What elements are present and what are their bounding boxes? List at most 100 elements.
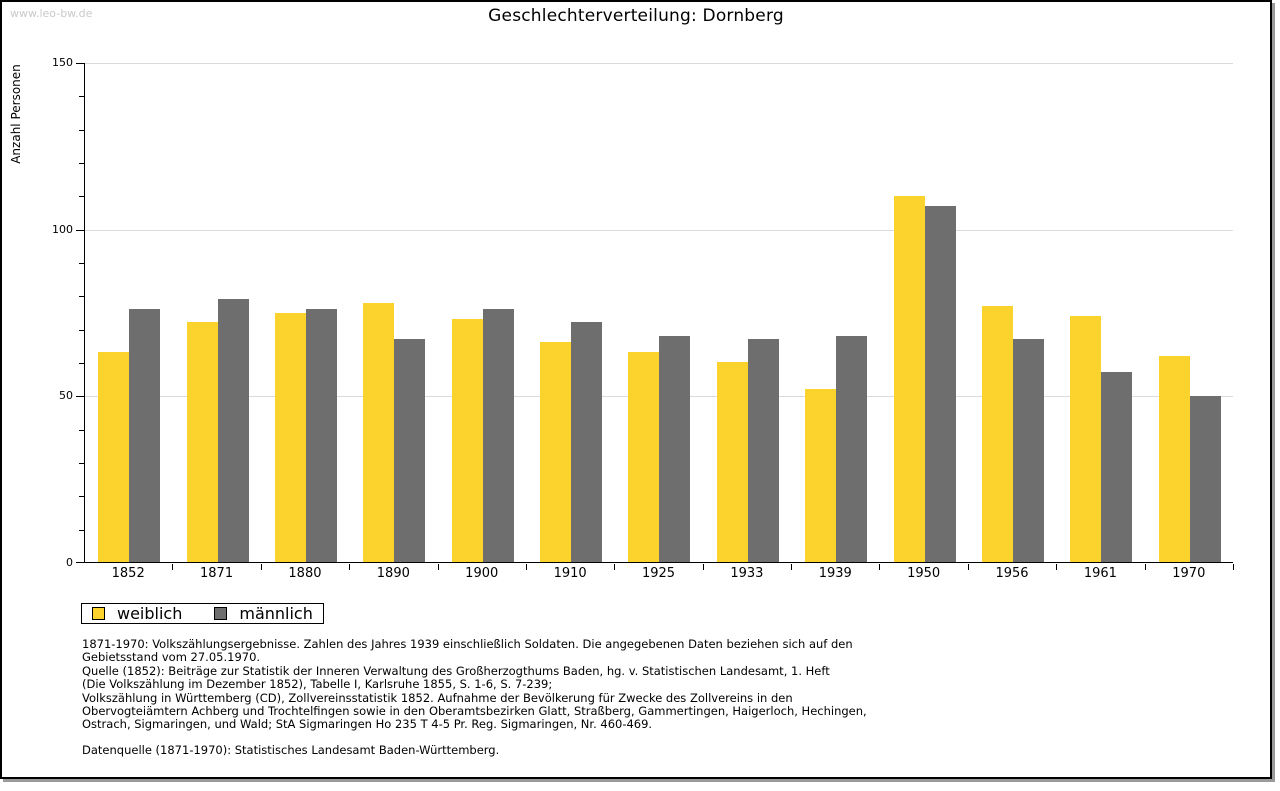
x-tick-1852: [172, 564, 174, 570]
bar-group-1880: [262, 63, 350, 562]
y-axis-title: Anzahl Personen: [9, 64, 23, 164]
x-tick-label-1880: 1880: [288, 566, 322, 581]
x-tick-1910: [614, 564, 616, 570]
x-tick-label-1939: 1939: [818, 566, 852, 581]
watermark-text: www.leo-bw.de: [10, 7, 93, 20]
legend-item-weiblich: weiblich: [92, 604, 182, 623]
bar-group-1910: [527, 63, 615, 562]
bar-group-1890: [350, 63, 438, 562]
x-tick-label-1970: 1970: [1172, 566, 1206, 581]
y-tick-minor-20: [79, 496, 85, 498]
bar-weiblich-1871: [186, 322, 218, 562]
legend-label-maennlich: männlich: [239, 604, 313, 623]
x-tick-1933: [791, 564, 793, 570]
y-tick-minor-30: [79, 463, 85, 464]
x-tick-label-1910: 1910: [553, 566, 587, 581]
plot-area: 0 50 100 150: [52, 56, 1234, 570]
x-tick-label-1852: 1852: [111, 566, 145, 581]
bar-group-1956: [969, 63, 1057, 562]
y-tick-minor-90: [79, 263, 85, 264]
bar-weiblich-1890: [363, 302, 395, 562]
bar-weiblich-1900: [451, 319, 483, 562]
bar-group-1950: [880, 63, 968, 562]
y-tick-minor-40: [79, 429, 85, 431]
x-tick-label-1890: 1890: [376, 566, 410, 581]
bar-group-1852: [85, 63, 173, 562]
bar-männlich-1933: [747, 339, 779, 562]
chart-title: Geschlechterverteilung: Dornberg: [488, 6, 784, 26]
bar-männlich-1852: [129, 309, 161, 562]
x-tick-label-1933: 1933: [730, 566, 764, 581]
footnote-line: Volkszählung in Württemberg (CD), Zollve…: [82, 690, 793, 705]
footnote-line: Gebietsstand vom 27.05.1970.: [82, 650, 261, 665]
y-tick-label-100: 100: [52, 222, 73, 236]
x-tick-1925: [702, 564, 704, 570]
x-tick-label-1950: 1950: [907, 566, 941, 581]
y-tick-minor-80: [79, 296, 85, 298]
bar-group-1900: [439, 63, 527, 562]
bar-group-1961: [1057, 63, 1145, 562]
x-tick-label-1900: 1900: [465, 566, 499, 581]
gridline-150: [85, 63, 1233, 64]
bar-group-1970: [1146, 63, 1234, 562]
x-tick-1880: [349, 564, 351, 570]
y-tick-label-50: 50: [59, 389, 73, 403]
bar-männlich-1871: [217, 299, 249, 562]
bar-männlich-1890: [394, 339, 426, 562]
x-tick-label-1871: 1871: [200, 566, 234, 581]
bar-group-1925: [615, 63, 703, 562]
bar-weiblich-1933: [716, 362, 748, 562]
bar-weiblich-1939: [805, 389, 837, 562]
y-tick-major-0: [76, 562, 85, 563]
legend-swatch-weiblich: [92, 607, 105, 620]
bar-group-1871: [173, 63, 261, 562]
legend: weiblich männlich: [81, 603, 324, 624]
x-tick-label-1925: 1925: [641, 566, 676, 581]
bar-männlich-1880: [305, 309, 337, 562]
footnote-datasource: Datenquelle (1871-1970): Statistisches L…: [82, 742, 500, 757]
bar-männlich-1939: [836, 335, 868, 562]
y-tick-minor-130: [79, 129, 85, 131]
x-tick-1970: [1233, 564, 1234, 570]
bar-weiblich-1852: [98, 352, 130, 562]
x-tick-label-1956: 1956: [995, 566, 1029, 581]
y-tick-label-0: 0: [66, 556, 73, 569]
x-tick-1961: [1144, 564, 1146, 570]
x-tick-1950: [967, 564, 969, 570]
bar-männlich-1950: [924, 206, 956, 562]
bar-weiblich-1925: [628, 352, 660, 562]
y-tick-major-150: [76, 63, 85, 64]
bar-männlich-1900: [482, 309, 514, 562]
x-axis-labels: 1852 1871 1880 1890 1900 1910 1925 1933 1939 1950…: [84, 566, 1233, 582]
y-tick-minor-140: [79, 96, 85, 98]
bar-männlich-1910: [571, 322, 603, 562]
bar-männlich-1961: [1101, 372, 1133, 562]
footnote-line: (Die Volkszählung im Dezember 1852), Tab…: [82, 677, 553, 692]
x-tick-1890: [437, 564, 439, 570]
footnote-line: Ostrach, Sigmaringen, und Wald; StA Sigm…: [82, 717, 653, 732]
bar-weiblich-1880: [274, 312, 306, 562]
y-tick-major-100: [76, 229, 85, 231]
x-tick-1956: [1056, 564, 1058, 570]
bar-weiblich-1910: [540, 342, 572, 562]
x-tick-label-1961: 1961: [1083, 566, 1117, 581]
bar-weiblich-1961: [1070, 315, 1102, 562]
footnote-line: Obervogteiämtern Achberg und Trochtelfin…: [82, 704, 867, 719]
bar-group-1933: [704, 63, 792, 562]
bar-männlich-1970: [1189, 395, 1221, 562]
footnotes: 1871-1970: Volkszählungsergebnisse. Zahl…: [82, 637, 1222, 757]
y-tick-label-150: 150: [52, 56, 73, 69]
x-tick-1871: [260, 564, 262, 570]
y-tick-minor-120: [79, 163, 85, 164]
y-tick-minor-60: [79, 363, 85, 364]
y-tick-major-50: [76, 396, 85, 398]
legend-label-weiblich: weiblich: [117, 604, 183, 623]
bar-männlich-1925: [659, 335, 691, 562]
chart-panel: www.leo-bw.de Geschlechterverteilung: Do…: [0, 0, 1272, 779]
footnote-line: Quelle (1852): Beiträge zur Statistik de…: [82, 663, 830, 678]
x-tick-1939: [879, 564, 881, 570]
x-tick-1900: [525, 564, 527, 570]
bar-männlich-1956: [1013, 339, 1045, 562]
bar-weiblich-1950: [893, 196, 925, 562]
